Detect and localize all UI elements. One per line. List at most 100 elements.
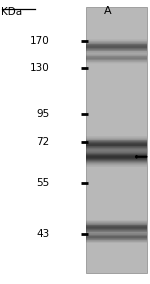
Bar	[86, 147, 147, 148]
Bar	[86, 242, 147, 243]
Bar	[86, 231, 147, 232]
Bar	[86, 232, 147, 233]
Bar	[86, 240, 147, 241]
Bar	[86, 164, 147, 165]
Bar	[86, 220, 147, 221]
Bar	[86, 46, 147, 47]
Bar	[86, 223, 147, 224]
Bar	[86, 53, 147, 54]
Text: 95: 95	[36, 108, 50, 119]
Bar	[86, 139, 147, 140]
Bar	[86, 57, 147, 58]
Bar	[86, 159, 147, 160]
Bar	[86, 236, 147, 237]
Bar	[86, 45, 147, 46]
Bar	[86, 227, 147, 228]
Bar	[86, 161, 147, 162]
Bar	[86, 224, 147, 225]
Bar	[86, 141, 147, 142]
Bar	[86, 48, 147, 49]
Text: KDa: KDa	[2, 7, 23, 17]
Bar	[86, 237, 147, 238]
Text: 55: 55	[36, 178, 50, 188]
Bar	[86, 148, 147, 149]
Bar	[86, 231, 147, 232]
Text: 170: 170	[30, 36, 50, 46]
Bar	[86, 144, 147, 145]
Bar	[86, 136, 147, 137]
Text: 130: 130	[30, 63, 50, 73]
Bar	[86, 166, 147, 167]
Bar	[86, 47, 147, 48]
Bar	[86, 149, 147, 150]
Bar	[86, 158, 147, 159]
Bar	[86, 154, 147, 155]
Bar	[86, 151, 147, 152]
Text: 43: 43	[36, 229, 50, 239]
Bar	[86, 165, 147, 166]
Bar	[86, 230, 147, 231]
Bar	[86, 146, 147, 147]
Bar	[86, 143, 147, 144]
Bar	[86, 241, 147, 242]
Bar	[86, 229, 147, 230]
Bar	[86, 59, 147, 60]
Bar	[86, 228, 147, 229]
Bar	[86, 39, 147, 40]
Bar	[86, 62, 147, 63]
Bar	[86, 149, 147, 150]
Bar	[86, 54, 147, 55]
Bar	[86, 238, 147, 239]
Bar	[86, 239, 147, 240]
Bar	[86, 222, 147, 223]
Bar	[86, 49, 147, 50]
Bar	[86, 152, 147, 153]
Bar	[86, 56, 147, 57]
Bar	[86, 232, 147, 233]
Bar	[86, 43, 147, 44]
Bar	[86, 53, 147, 54]
Bar	[86, 156, 147, 157]
Bar	[86, 150, 147, 151]
Bar	[86, 54, 147, 55]
Bar	[86, 61, 147, 62]
Bar	[86, 163, 147, 164]
Bar	[86, 234, 147, 235]
Bar	[86, 233, 147, 234]
Bar	[86, 221, 147, 222]
Bar	[86, 225, 147, 226]
Bar	[86, 151, 147, 152]
Text: A: A	[104, 6, 112, 16]
Bar	[86, 138, 147, 139]
Bar	[86, 42, 147, 43]
Bar	[86, 41, 147, 42]
Bar	[86, 40, 147, 41]
Bar	[86, 58, 147, 59]
Bar	[86, 44, 147, 45]
Bar	[86, 226, 147, 227]
Bar	[86, 155, 147, 156]
Bar	[86, 51, 147, 52]
Bar	[86, 145, 147, 146]
Text: 72: 72	[36, 137, 50, 147]
Bar	[86, 52, 147, 53]
Bar	[86, 60, 147, 61]
Bar	[86, 235, 147, 236]
Bar	[86, 148, 147, 149]
Bar	[86, 7, 147, 273]
Bar	[86, 153, 147, 154]
Bar	[86, 137, 147, 138]
Bar	[86, 152, 147, 153]
Bar	[86, 142, 147, 143]
Bar	[86, 55, 147, 56]
Bar	[86, 162, 147, 163]
Bar	[86, 147, 147, 148]
Bar	[86, 233, 147, 234]
Bar	[86, 157, 147, 158]
Bar	[86, 160, 147, 161]
Bar	[86, 150, 147, 151]
Bar	[86, 140, 147, 141]
Bar	[86, 234, 147, 235]
Bar	[86, 50, 147, 51]
Bar	[86, 63, 147, 64]
